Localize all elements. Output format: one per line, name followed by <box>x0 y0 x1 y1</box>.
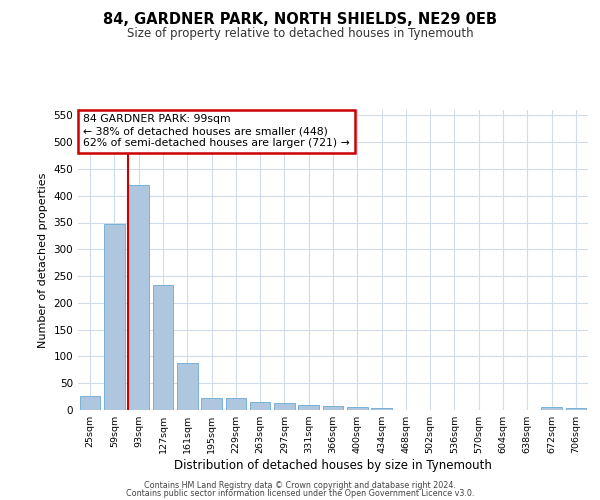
Bar <box>250 402 271 410</box>
Bar <box>347 407 368 410</box>
Bar <box>177 363 197 410</box>
Bar <box>371 408 392 410</box>
Bar <box>274 403 295 410</box>
Bar <box>201 398 222 410</box>
Bar <box>298 404 319 410</box>
Bar <box>323 406 343 410</box>
Text: Distribution of detached houses by size in Tynemouth: Distribution of detached houses by size … <box>174 458 492 471</box>
Text: Size of property relative to detached houses in Tynemouth: Size of property relative to detached ho… <box>127 28 473 40</box>
Y-axis label: Number of detached properties: Number of detached properties <box>38 172 48 348</box>
Bar <box>104 224 125 410</box>
Text: 84, GARDNER PARK, NORTH SHIELDS, NE29 0EB: 84, GARDNER PARK, NORTH SHIELDS, NE29 0E… <box>103 12 497 28</box>
Text: Contains public sector information licensed under the Open Government Licence v3: Contains public sector information licen… <box>126 490 474 498</box>
Text: 84 GARDNER PARK: 99sqm
← 38% of detached houses are smaller (448)
62% of semi-de: 84 GARDNER PARK: 99sqm ← 38% of detached… <box>83 114 350 148</box>
Bar <box>541 408 562 410</box>
Text: Contains HM Land Registry data © Crown copyright and database right 2024.: Contains HM Land Registry data © Crown c… <box>144 480 456 490</box>
Bar <box>128 185 149 410</box>
Bar <box>80 396 100 410</box>
Bar <box>226 398 246 410</box>
Bar <box>566 408 586 410</box>
Bar <box>152 285 173 410</box>
